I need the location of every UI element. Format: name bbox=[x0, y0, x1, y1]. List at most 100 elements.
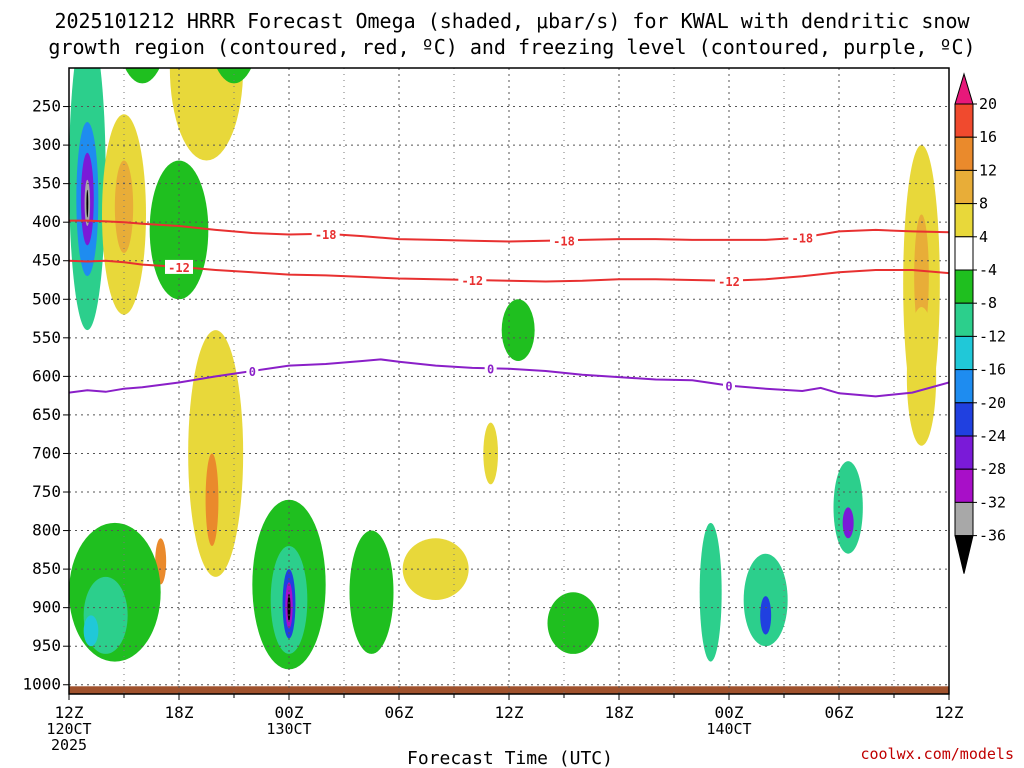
colorbar-label-2: 12 bbox=[979, 161, 997, 179]
colorbar-bin-3 bbox=[954, 169, 974, 205]
contour-zero-label-bg-2 bbox=[723, 378, 735, 393]
x-tick-label-18: 06Z bbox=[385, 703, 414, 722]
colorbar-label-6: -8 bbox=[979, 294, 997, 312]
omega-region-10 bbox=[216, 68, 252, 84]
colorbar-bin-5 bbox=[954, 236, 974, 271]
credit-text: coolwx.com/models bbox=[860, 745, 1014, 763]
colorbar-bin-6 bbox=[954, 269, 974, 304]
contour-minus-18-label-0: -18 bbox=[315, 228, 337, 242]
contour-minus-12-label-bg-0 bbox=[165, 259, 193, 274]
x-axis-ticks: 12Z 18Z 00Z 06Z 12Z 18Z 00Z 06Z 12Z120CT2025130C… bbox=[46, 694, 964, 754]
omega-region-33 bbox=[914, 214, 929, 338]
colorbar-label-0: 20 bbox=[979, 95, 997, 113]
omega-region-22 bbox=[349, 530, 394, 654]
x-date-label-3: 140CT bbox=[706, 720, 751, 738]
y-tick-label-950: 950 bbox=[32, 636, 61, 655]
x-tick-label-48: 12Z bbox=[935, 703, 964, 722]
y-tick-label-400: 400 bbox=[32, 212, 61, 231]
x-tick-label-36: 00Z bbox=[715, 703, 744, 722]
y-tick-label-550: 550 bbox=[32, 328, 61, 347]
x-tick-label-30: 18Z bbox=[605, 703, 634, 722]
contour-minus-12-label-0: -12 bbox=[168, 261, 190, 275]
y-tick-label-300: 300 bbox=[32, 135, 61, 154]
omega-region-4 bbox=[86, 189, 89, 218]
contour-minus-12-label-2: -12 bbox=[718, 275, 740, 289]
y-tick-label-600: 600 bbox=[32, 366, 61, 385]
colorbar-label-8: -16 bbox=[979, 361, 1006, 379]
y-tick-label-700: 700 bbox=[32, 443, 61, 462]
colorbar-label-10: -24 bbox=[979, 427, 1006, 445]
colorbar-bin-8 bbox=[954, 335, 974, 371]
contour-zero-label-2: 0 bbox=[725, 380, 732, 394]
y-tick-label-750: 750 bbox=[32, 482, 61, 501]
contour-zero-line bbox=[69, 358, 949, 398]
omega-region-31 bbox=[842, 507, 854, 539]
x-tick-label-24: 12Z bbox=[495, 703, 524, 722]
colorbar-bin-12 bbox=[954, 468, 974, 503]
contour-zero-label-bg-1 bbox=[484, 361, 497, 376]
colorbar-top-arrow bbox=[954, 72, 974, 105]
colorbar-label-5: -4 bbox=[979, 261, 997, 279]
omega-region-16 bbox=[83, 615, 99, 647]
x-date-label-1: 2025 bbox=[51, 736, 87, 754]
x-tick-label-0: 12Z bbox=[55, 703, 84, 722]
colorbar-bin-11 bbox=[954, 435, 974, 470]
x-date-label-0: 120CT bbox=[46, 720, 91, 738]
x-axis-label: Forecast Time (UTC) bbox=[407, 748, 613, 768]
temperature-contours: -18 -18 -18 -12 -12 -12 0 0 0 bbox=[69, 219, 949, 398]
colorbar-label-13: -36 bbox=[979, 527, 1006, 545]
contour-minus-18-label-2: -18 bbox=[791, 232, 813, 246]
colorbar-bin-4 bbox=[954, 203, 974, 238]
colorbar-label-9: -20 bbox=[979, 394, 1006, 412]
omega-region-21 bbox=[287, 593, 291, 622]
colorbar-bin-1 bbox=[954, 103, 974, 138]
colorbar-bin-2 bbox=[954, 136, 974, 171]
colorbar-label-1: 16 bbox=[979, 128, 997, 146]
colorbar-bottom-arrow bbox=[954, 535, 974, 574]
chart-title-line1: 2025101212 HRRR Forecast Omega (shaded, … bbox=[54, 9, 970, 33]
x-date-label-2: 130CT bbox=[266, 720, 311, 738]
omega-region-8 bbox=[149, 160, 209, 300]
y-axis-ticks: 250 300 350 400 450 500 550 600 650 700 750 800 850 9… bbox=[22, 97, 69, 694]
colorbar-label-11: -28 bbox=[979, 460, 1006, 478]
omega-region-29 bbox=[760, 596, 772, 635]
y-tick-label-250: 250 bbox=[32, 97, 61, 116]
ground-band bbox=[69, 686, 949, 694]
colorbar-label-12: -32 bbox=[979, 493, 1006, 511]
contour-minus-18-label-bg-0 bbox=[311, 226, 340, 241]
chart-title-line2: growth region (contoured, red, ºC) and f… bbox=[48, 35, 975, 59]
x-tick-label-42: 06Z bbox=[825, 703, 854, 722]
contour-zero-label-bg-0 bbox=[246, 363, 259, 378]
omega-region-27 bbox=[699, 522, 722, 662]
omega-region-9 bbox=[169, 68, 244, 161]
omega-region-13 bbox=[205, 453, 219, 546]
contour-zero-label-1: 0 bbox=[487, 362, 494, 376]
y-tick-label-500: 500 bbox=[32, 289, 61, 308]
colorbar-bin-7 bbox=[954, 302, 974, 337]
y-tick-label-900: 900 bbox=[32, 598, 61, 617]
ground-layer bbox=[69, 686, 949, 694]
contour-minus-18-label-1: -18 bbox=[553, 234, 575, 248]
grid-lines bbox=[69, 68, 949, 694]
y-tick-label-800: 800 bbox=[32, 521, 61, 540]
contour-minus-18-label-bg-2 bbox=[788, 230, 817, 245]
omega-region-24 bbox=[501, 299, 535, 361]
contour-zero-label-0: 0 bbox=[249, 365, 256, 379]
x-tick-label-6: 18Z bbox=[165, 703, 194, 722]
contour-minus-12-label-bg-1 bbox=[458, 273, 487, 288]
contour-minus-18-label-bg-1 bbox=[550, 233, 578, 248]
colorbar: 20 16 12 8 4 -4 -8 -12 -16 -20 -24 -28 -32 -36 bbox=[954, 72, 1006, 574]
omega-region-26 bbox=[547, 592, 599, 654]
colorbar-bin-9 bbox=[954, 369, 974, 404]
omega-region-5 bbox=[125, 68, 160, 84]
y-tick-label-850: 850 bbox=[32, 559, 61, 578]
y-tick-label-650: 650 bbox=[32, 405, 61, 424]
y-tick-label-1000: 1000 bbox=[22, 675, 61, 694]
omega-shading bbox=[69, 68, 940, 670]
contour-minus-12-label-bg-2 bbox=[715, 273, 743, 288]
colorbar-label-4: 4 bbox=[979, 228, 988, 246]
omega-region-11 bbox=[188, 330, 244, 577]
x-tick-label-12: 00Z bbox=[275, 703, 304, 722]
y-tick-label-450: 450 bbox=[32, 251, 61, 270]
